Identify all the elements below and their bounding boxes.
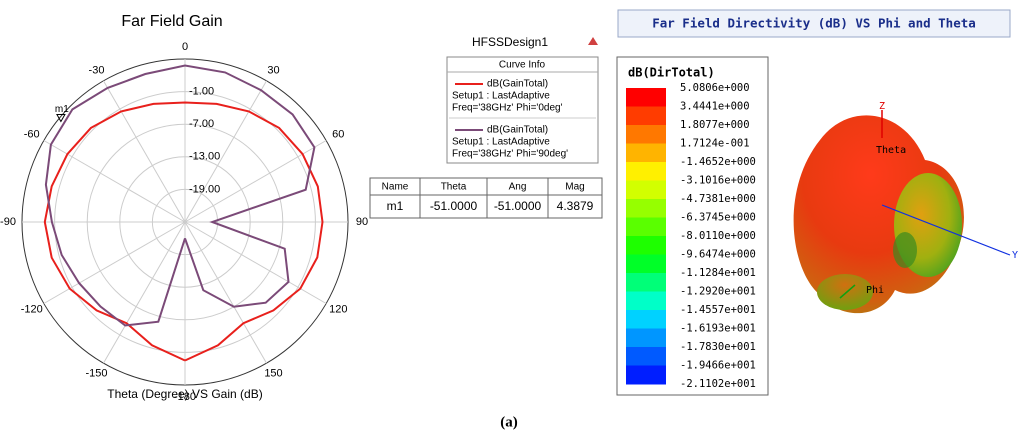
colorbar-label: -8.0110e+000	[680, 230, 756, 242]
table-header: Ang	[509, 182, 527, 193]
caption: (a)	[500, 414, 518, 430]
legend-setup: Setup1 : LastAdaptive	[452, 137, 550, 148]
axis-name: Phi	[866, 285, 884, 296]
angle-tick-label: 0	[182, 41, 188, 53]
angle-tick-label: 30	[267, 64, 279, 76]
angle-tick-label: -30	[89, 64, 105, 76]
figure: Far Field Gain Theta (Degree) VS Gain (d…	[0, 0, 1018, 439]
color-band	[626, 273, 666, 292]
color-band	[626, 144, 666, 163]
colorbar-label: -1.4652e+000	[680, 156, 756, 168]
color-band	[626, 292, 666, 311]
colorbar-label: -1.1284e+001	[680, 267, 756, 279]
marker-table: Name Theta Ang Mag m1 -51.0000 -51.0000 4.3879	[370, 178, 602, 218]
gain-curve	[46, 66, 315, 326]
legend-entry: dB(GainTotal)	[487, 79, 548, 90]
color-band	[626, 310, 666, 329]
design-name: HFSSDesign1	[472, 35, 548, 49]
angle-tick-label: -60	[24, 128, 40, 140]
colorbar-label: 3.4441e+000	[680, 101, 750, 113]
angle-tick-label: 150	[264, 367, 282, 379]
legend-freq: Freq='38GHz' Phi='90deg'	[452, 149, 568, 160]
colorbar-label: -1.2920e+001	[680, 286, 756, 298]
colorbar: 5.0806e+000 3.4441e+000 1.8077e+000 1.7124e…	[626, 82, 756, 390]
pattern-null	[893, 232, 917, 268]
table-header: Mag	[565, 182, 584, 193]
axis-name: Theta	[876, 145, 906, 156]
r-tick-label: -19.00	[189, 183, 220, 195]
pattern-lower-lobe	[817, 274, 873, 310]
axis-name: Y	[1012, 250, 1018, 261]
color-band	[626, 255, 666, 274]
r-tick-label: -13.00	[189, 151, 220, 163]
colorbar-label: -6.3745e+000	[680, 212, 756, 224]
panel-title: Far Field Directivity (dB) VS Phi and Th…	[652, 16, 976, 31]
table-cell: 4.3879	[557, 199, 594, 213]
polar-chart: Far Field Gain Theta (Degree) VS Gain (d…	[0, 13, 368, 403]
colorbar-label: 1.7124e-001	[680, 138, 750, 150]
colorbar-label: -9.6474e+000	[680, 249, 756, 261]
colorbar-label: -1.4557e+001	[680, 304, 756, 316]
colorbar-label: -1.7830e+001	[680, 341, 756, 353]
table-cell: m1	[387, 199, 404, 213]
color-band	[626, 162, 666, 181]
spoke	[104, 222, 186, 363]
color-band	[626, 347, 666, 366]
r-tick-label: -7.00	[189, 118, 214, 130]
table-header: Name	[382, 182, 409, 193]
color-band	[626, 125, 666, 144]
table-header: Theta	[441, 182, 467, 193]
marker-label: m1	[55, 104, 69, 115]
color-band	[626, 366, 666, 385]
colorbar-label: 5.0806e+000	[680, 82, 750, 94]
color-band	[626, 218, 666, 237]
angle-tick-label: -120	[21, 303, 43, 315]
color-band	[626, 107, 666, 126]
angle-tick-label: 120	[329, 303, 347, 315]
color-band	[626, 88, 666, 107]
colorbar-label: -1.6193e+001	[680, 323, 756, 335]
axis-name: Z	[879, 101, 885, 112]
color-band	[626, 199, 666, 218]
colorbar-label: -1.9466e+001	[680, 360, 756, 372]
r-tick-label: -1.00	[189, 86, 214, 98]
colorbar-label: -3.1016e+000	[680, 175, 756, 187]
color-band	[626, 236, 666, 255]
legend-entry: dB(GainTotal)	[487, 125, 548, 136]
color-band	[626, 329, 666, 348]
angle-tick-label: 90	[356, 216, 368, 228]
spoke	[44, 222, 185, 304]
spoke	[185, 222, 267, 363]
legend-title: Curve Info	[499, 60, 546, 71]
gain-curve	[45, 103, 323, 361]
radiation-pattern-3d: Z Theta Phi Y	[794, 101, 1018, 313]
spoke	[44, 141, 185, 223]
angle-tick-label: 60	[332, 128, 344, 140]
table-cell: -51.0000	[430, 199, 478, 213]
legend-setup: Setup1 : LastAdaptive	[452, 91, 550, 102]
colorbar-title: dB(DirTotal)	[628, 66, 715, 80]
design-icon	[588, 37, 598, 45]
colorbar-label: -4.7381e+000	[680, 193, 756, 205]
angle-tick-label: -150	[85, 367, 107, 379]
legend-freq: Freq='38GHz' Phi='0deg'	[452, 103, 563, 114]
colorbar-label: 1.8077e+000	[680, 119, 750, 131]
spoke	[104, 81, 186, 222]
angle-tick-label: -180	[174, 391, 196, 403]
chart-title: Far Field Gain	[121, 13, 222, 30]
color-band	[626, 181, 666, 200]
angle-tick-label: -90	[0, 216, 16, 228]
table-cell: -51.0000	[494, 199, 542, 213]
colorbar-label: -2.1102e+001	[680, 378, 756, 390]
